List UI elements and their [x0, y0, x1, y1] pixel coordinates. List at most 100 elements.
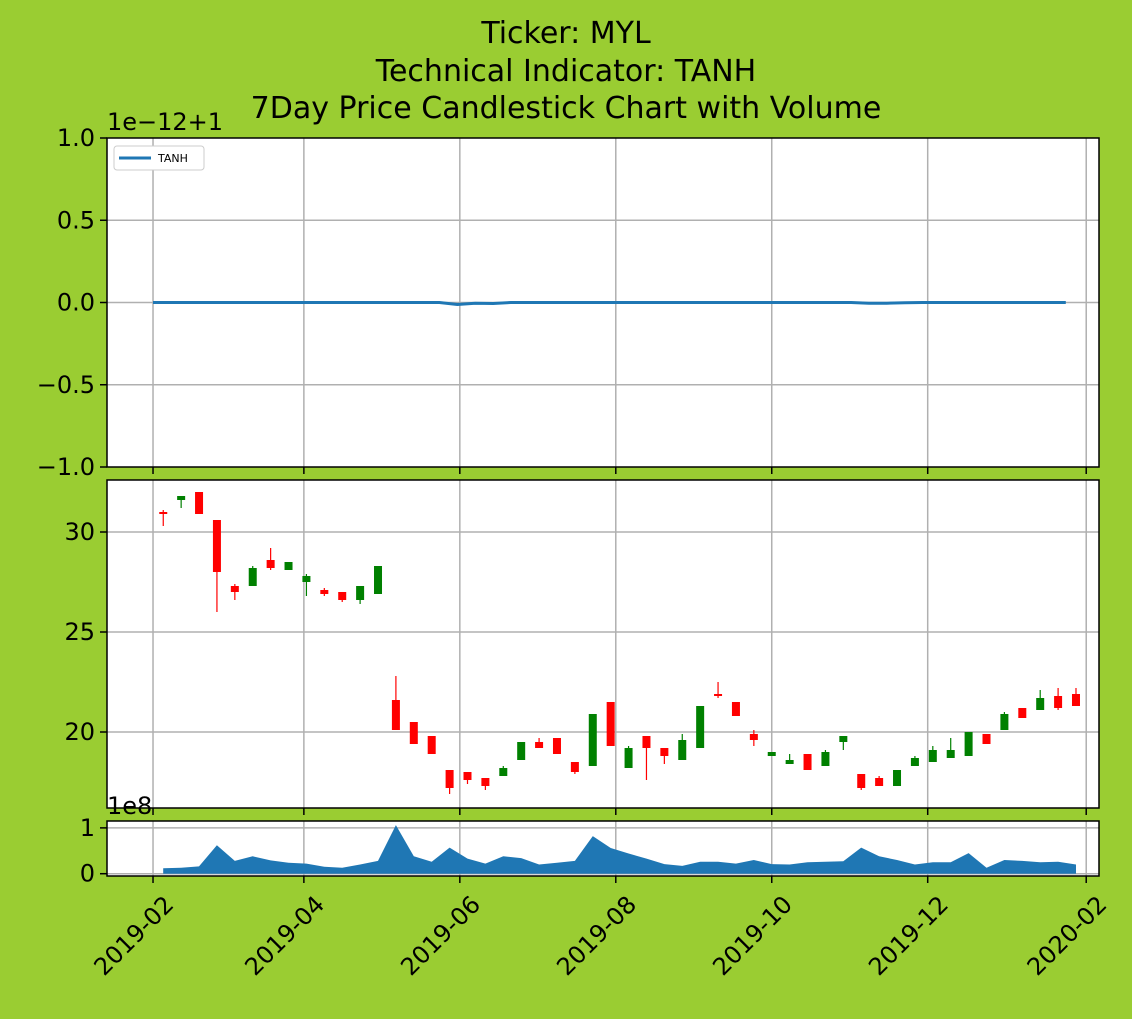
y-tick-label: 1.0	[57, 124, 95, 152]
candle	[463, 772, 472, 784]
candle	[696, 706, 705, 748]
candle	[356, 586, 365, 604]
candlesticks	[159, 492, 1080, 794]
x-tick-label: 2019-10	[707, 890, 798, 981]
candle	[1036, 690, 1045, 710]
candle	[535, 738, 544, 748]
candle-body	[821, 752, 830, 766]
x-tick-label: 2019-12	[863, 890, 954, 981]
candle-body	[749, 734, 758, 740]
candle-body	[409, 722, 418, 744]
y-tick-label: 0	[80, 860, 95, 888]
volume-area	[163, 825, 1076, 874]
candle	[177, 496, 186, 508]
candle-body	[284, 562, 293, 570]
indicator-offset-label: 1e−12+1	[107, 108, 223, 136]
candle-body	[893, 770, 902, 786]
volume-grid	[107, 821, 1099, 876]
candle	[391, 676, 400, 730]
y-tick-label: 20	[64, 718, 95, 746]
candle-body	[535, 742, 544, 748]
candle-body	[177, 496, 186, 500]
candle	[642, 736, 651, 780]
legend-label-tanh: TANH	[157, 152, 188, 165]
candle-body	[427, 736, 436, 754]
candle-body	[445, 770, 454, 788]
candle-body	[248, 568, 257, 586]
candle-body	[875, 778, 884, 786]
candle-body	[964, 732, 973, 756]
candle-body	[266, 560, 275, 568]
candle-body	[517, 742, 526, 760]
candle-body	[212, 520, 221, 572]
candle-body	[982, 734, 991, 744]
candle	[982, 734, 991, 744]
candle	[928, 746, 937, 762]
x-tick-label: 2019-04	[239, 890, 330, 981]
candle-body	[588, 714, 597, 766]
candle	[445, 770, 454, 794]
legend-box	[113, 145, 205, 171]
candle	[1071, 688, 1080, 706]
candle	[660, 748, 669, 764]
candle-body	[1054, 696, 1063, 708]
volume-panel: 10 1e8	[80, 792, 1100, 888]
candle-body	[552, 738, 561, 754]
candle-body	[1000, 714, 1009, 730]
tanh-line	[153, 301, 1066, 307]
candle	[839, 736, 848, 750]
candle	[302, 574, 311, 596]
candle	[893, 770, 902, 786]
candle-body	[320, 590, 329, 594]
candle-body	[302, 576, 311, 582]
candle	[678, 734, 687, 760]
chart-title-indicator: Technical Indicator: TANH	[375, 54, 757, 89]
candle	[517, 742, 526, 760]
candle-body	[1018, 708, 1027, 718]
candle	[785, 754, 794, 764]
volume-offset-label: 1e8	[107, 792, 152, 820]
candle-body	[839, 736, 848, 742]
candle-body	[910, 758, 919, 766]
candle-body	[338, 592, 347, 600]
candle	[857, 774, 866, 790]
candle	[374, 566, 383, 594]
candle-body	[857, 774, 866, 788]
candle-body	[785, 760, 794, 764]
x-tick-label: 2020-02	[1022, 890, 1113, 981]
y-tick-label: 25	[64, 618, 95, 646]
candle-body	[606, 702, 615, 746]
candle-body	[624, 748, 633, 768]
candle	[338, 592, 347, 602]
y-tick-label: 0.0	[57, 289, 95, 317]
candle	[803, 754, 812, 770]
candle-body	[159, 512, 168, 514]
candle	[767, 752, 776, 756]
candle	[1054, 688, 1063, 710]
candle-body	[356, 586, 365, 600]
candle	[714, 682, 723, 698]
candle	[875, 776, 884, 786]
x-tick-label: 2019-06	[395, 890, 486, 981]
y-tick-label: 0.5	[57, 206, 95, 234]
candle	[481, 778, 490, 790]
candle	[212, 520, 221, 612]
candle	[731, 702, 740, 716]
price-panel: 30 25 20	[64, 479, 1100, 809]
chart-title-description: 7Day Price Candlestick Chart with Volume	[250, 91, 882, 126]
volume-frame	[106, 820, 1100, 877]
candle-body	[928, 750, 937, 762]
candle	[749, 730, 758, 746]
candle	[964, 732, 973, 756]
candle	[588, 714, 597, 766]
candle-body	[803, 754, 812, 770]
candle	[230, 584, 239, 600]
candle-body	[499, 768, 508, 776]
y-tick-label: −1.0	[37, 453, 95, 481]
candle-body	[678, 740, 687, 760]
candle-body	[642, 736, 651, 748]
candle	[195, 492, 204, 514]
candle-body	[570, 762, 579, 772]
